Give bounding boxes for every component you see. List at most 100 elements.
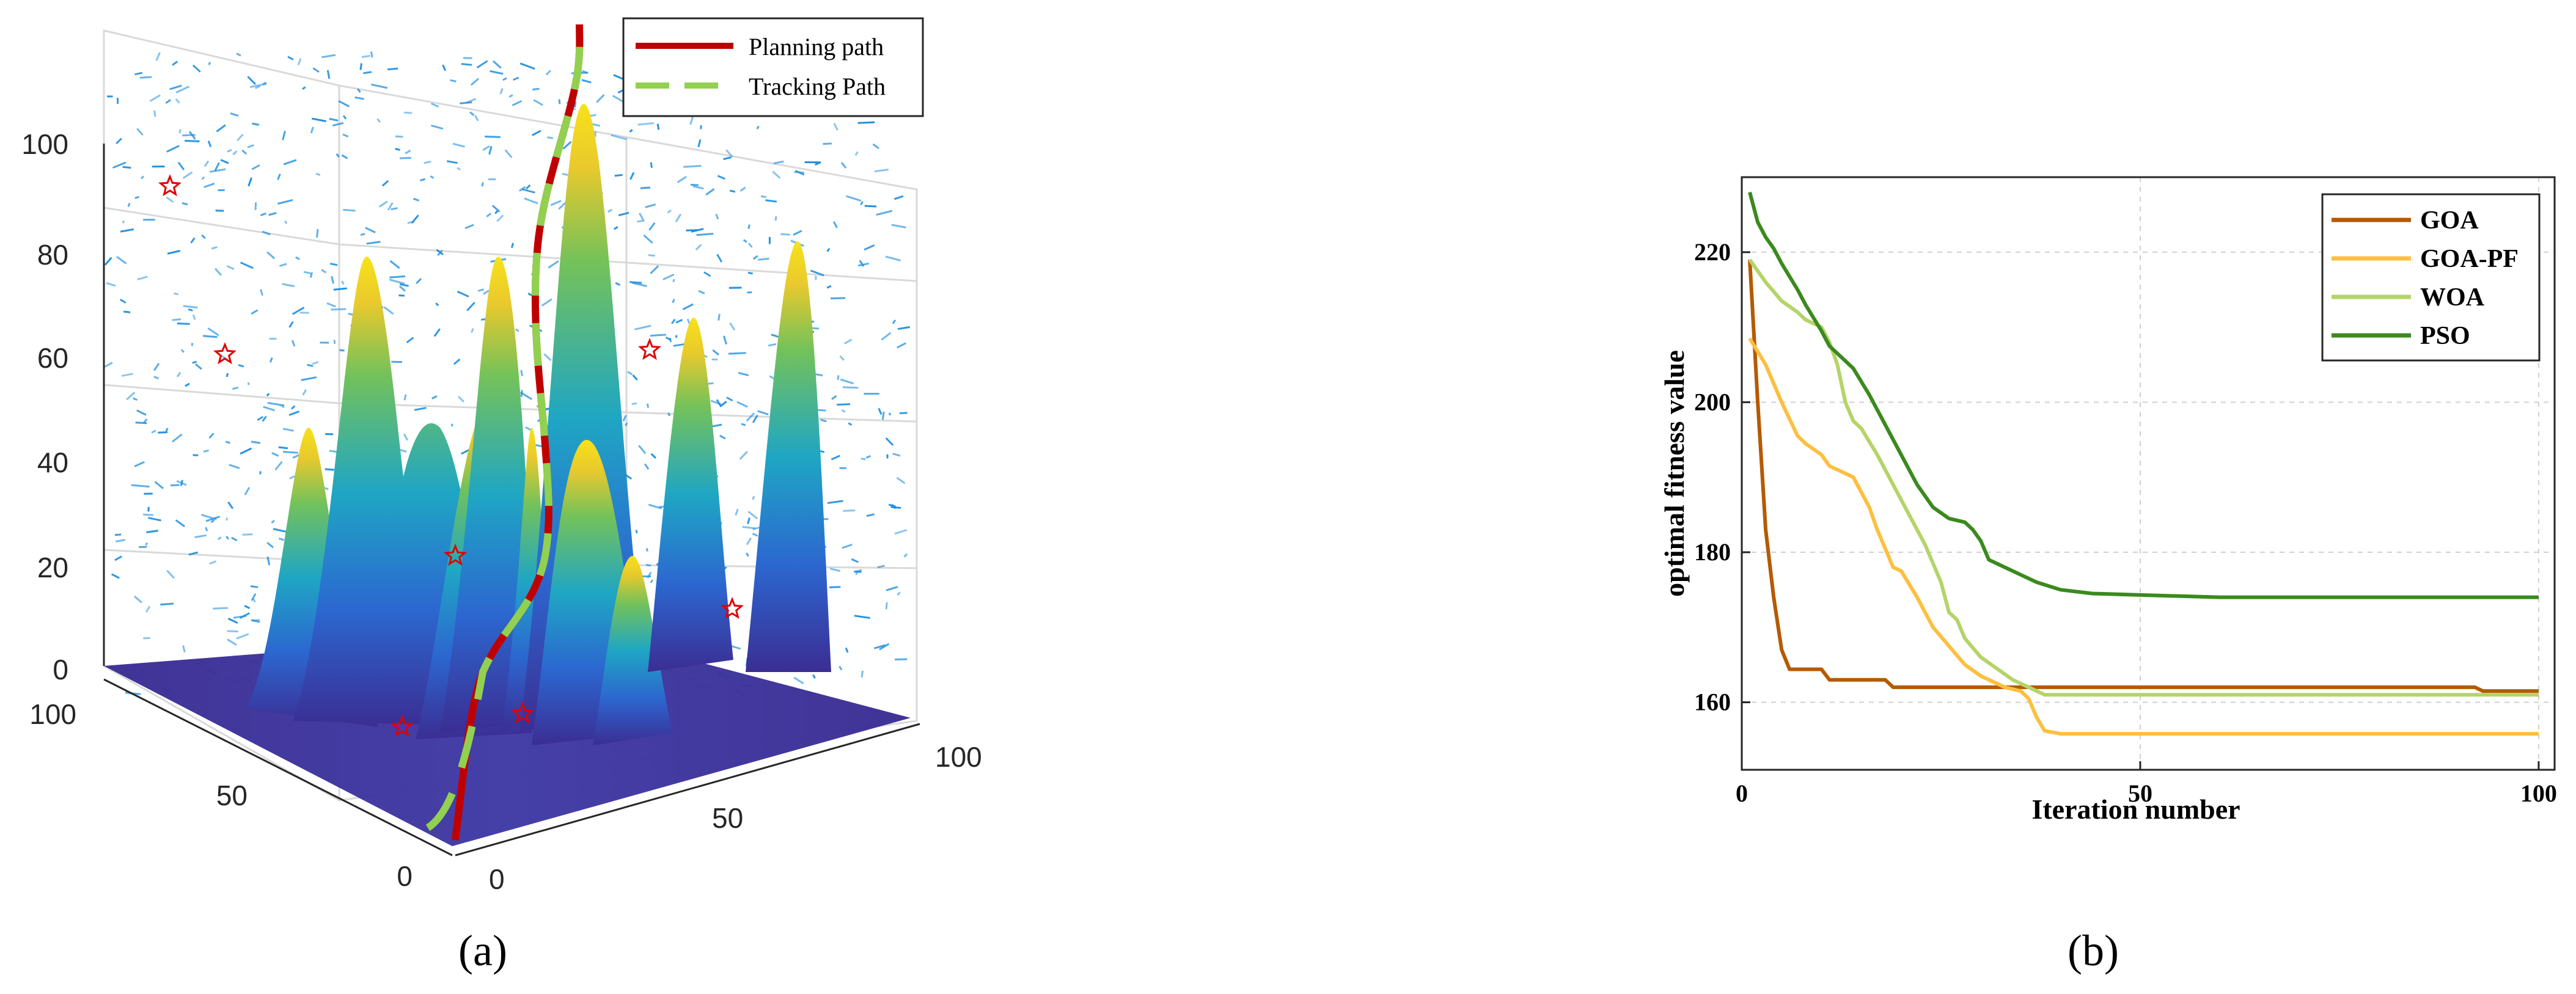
vector-arrow xyxy=(793,676,804,685)
vector-arrow xyxy=(290,405,296,410)
vector-arrow xyxy=(886,586,898,591)
vector-arrow xyxy=(241,149,248,155)
vector-arrow xyxy=(207,327,219,337)
vector-arrow xyxy=(205,516,221,522)
vector-arrow xyxy=(378,200,388,208)
panel-label-a: (a) xyxy=(458,926,507,975)
vector-arrow xyxy=(188,308,193,312)
vector-arrow xyxy=(683,164,702,168)
vector-arrow xyxy=(839,355,845,361)
surface-peaks xyxy=(244,104,831,745)
vector-arrow xyxy=(903,553,908,558)
y-tick-label: 180 xyxy=(1694,538,1731,566)
vector-arrow xyxy=(307,364,314,367)
vector-arrow xyxy=(282,428,294,432)
vector-arrow xyxy=(266,251,276,260)
vector-arrow xyxy=(145,542,149,546)
vector-arrow xyxy=(166,569,175,579)
vector-arrow xyxy=(474,115,479,122)
vector-arrow xyxy=(172,60,178,66)
vector-arrow xyxy=(325,468,335,471)
vector-arrow xyxy=(282,131,286,141)
vector-arrow xyxy=(342,133,349,138)
vector-arrow xyxy=(165,98,171,104)
vector-arrow xyxy=(629,129,633,133)
vector-arrow xyxy=(277,199,293,205)
legend-label: GOA-PF xyxy=(2420,245,2519,273)
vector-arrow xyxy=(543,353,552,362)
vector-arrow xyxy=(370,83,388,89)
vector-arrow xyxy=(794,171,804,174)
vector-arrow xyxy=(134,461,145,467)
vector-arrow xyxy=(757,410,769,415)
vector-arrow xyxy=(111,573,120,579)
vector-arrow xyxy=(865,455,871,459)
vector-arrow xyxy=(291,340,296,347)
vector-arrow xyxy=(876,210,893,216)
vector-arrow xyxy=(881,411,885,420)
vector-arrow xyxy=(336,153,340,158)
vector-arrow xyxy=(237,133,244,142)
target-star-marker xyxy=(443,543,468,566)
vector-arrow xyxy=(142,418,148,424)
vector-arrow xyxy=(339,349,345,352)
vector-arrow xyxy=(227,501,234,510)
vector-arrow xyxy=(845,647,849,653)
axes-3d xyxy=(103,144,920,857)
z-tick-label: 80 xyxy=(37,239,68,271)
vector-arrow xyxy=(389,260,400,269)
vector-arrow xyxy=(403,394,407,401)
target-star-marker xyxy=(720,596,744,619)
legend-label: PSO xyxy=(2420,322,2470,350)
vector-arrow xyxy=(387,202,394,211)
vector-arrow xyxy=(486,213,492,217)
vector-arrow xyxy=(297,58,302,65)
vector-arrow xyxy=(133,397,138,401)
vector-arrow xyxy=(310,126,314,134)
vector-arrow xyxy=(341,280,345,285)
vector-arrow xyxy=(248,177,253,187)
vector-arrow xyxy=(177,161,185,170)
vector-arrow xyxy=(229,464,240,469)
vector-arrow xyxy=(360,233,365,236)
vector-arrow xyxy=(252,598,256,603)
vector-arrow xyxy=(686,229,698,232)
vector-arrow xyxy=(283,159,297,166)
vector-arrow xyxy=(452,142,465,148)
vector-arrow xyxy=(227,148,232,153)
vector-arrow xyxy=(488,146,493,155)
vector-arrow xyxy=(611,134,627,141)
vector-arrow xyxy=(450,79,457,82)
vector-arrow xyxy=(406,337,414,343)
vector-arrow xyxy=(333,340,336,345)
vector-arrow xyxy=(227,618,238,624)
vector-arrow xyxy=(252,122,260,126)
vector-arrow xyxy=(461,63,472,66)
x-tick-label: 50 xyxy=(712,802,743,834)
vector-arrow xyxy=(153,376,159,379)
vector-arrow xyxy=(703,271,711,277)
vector-arrow xyxy=(431,124,444,130)
vector-arrow xyxy=(465,98,477,104)
vector-arrow xyxy=(547,136,554,139)
vector-arrow xyxy=(268,211,277,216)
vector-arrow xyxy=(752,495,755,500)
vector-arrow xyxy=(533,99,543,106)
vector-arrow xyxy=(260,289,263,296)
vector-arrow xyxy=(675,213,682,222)
vector-arrow xyxy=(723,156,732,160)
vector-arrow xyxy=(873,644,886,649)
vector-arrow xyxy=(153,110,156,117)
vector-arrow xyxy=(518,186,526,192)
vector-arrow xyxy=(457,167,461,171)
vector-arrow xyxy=(515,328,519,332)
vector-arrow xyxy=(115,539,126,543)
vector-arrow xyxy=(842,543,853,549)
vector-arrow xyxy=(395,147,400,151)
vector-arrow xyxy=(226,265,235,270)
vector-arrow xyxy=(812,674,816,679)
vector-arrow xyxy=(247,76,256,85)
vector-arrow xyxy=(667,412,671,417)
legend-a: Planning path Tracking Path xyxy=(622,17,924,117)
vector-arrow xyxy=(851,558,859,563)
